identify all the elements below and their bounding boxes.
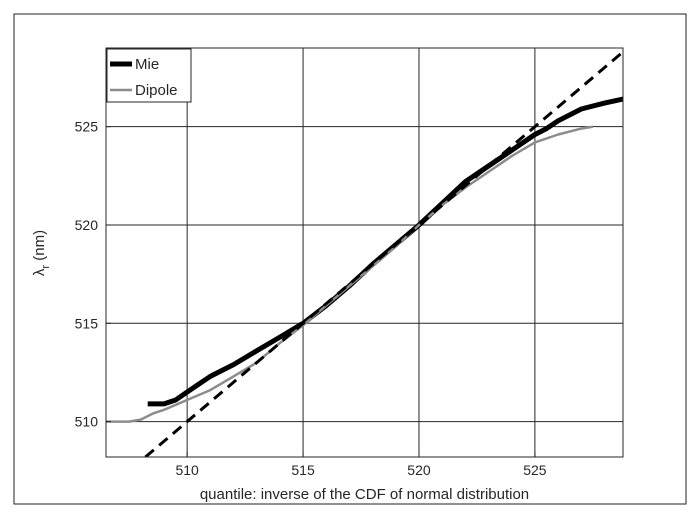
x-tick-label-525: 525 [523,462,547,478]
legend-label-dipole: Dipole [135,82,178,99]
y-axis-label-unit: (nm) [31,230,48,265]
grid [106,48,623,457]
y-tick-label-520: 520 [75,217,99,233]
legend-label-mie: Mie [135,56,159,73]
ticks: 510 515 520 525 510 515 520 525 [75,119,547,478]
legend-box [106,48,192,103]
x-tick-label-510: 510 [175,462,199,478]
y-tick-label-525: 525 [75,119,99,135]
series-layer [106,50,623,457]
x-tick-label-520: 520 [407,462,431,478]
reference-line [144,50,623,457]
y-tick-label-515: 515 [75,315,99,331]
legend: Mie Dipole [106,48,192,103]
y-axis-label-symbol: λ [31,268,48,276]
y-tick-label-510: 510 [75,414,99,430]
y-axis-label-subscript: r [40,265,52,269]
plot-frame [105,47,624,458]
x-axis-label: quantile: inverse of the CDF of normal d… [200,486,529,503]
series-line-dipole [106,125,594,423]
x-tick-label-515: 515 [291,462,315,478]
y-axis-label: λr (nm) [31,230,52,276]
